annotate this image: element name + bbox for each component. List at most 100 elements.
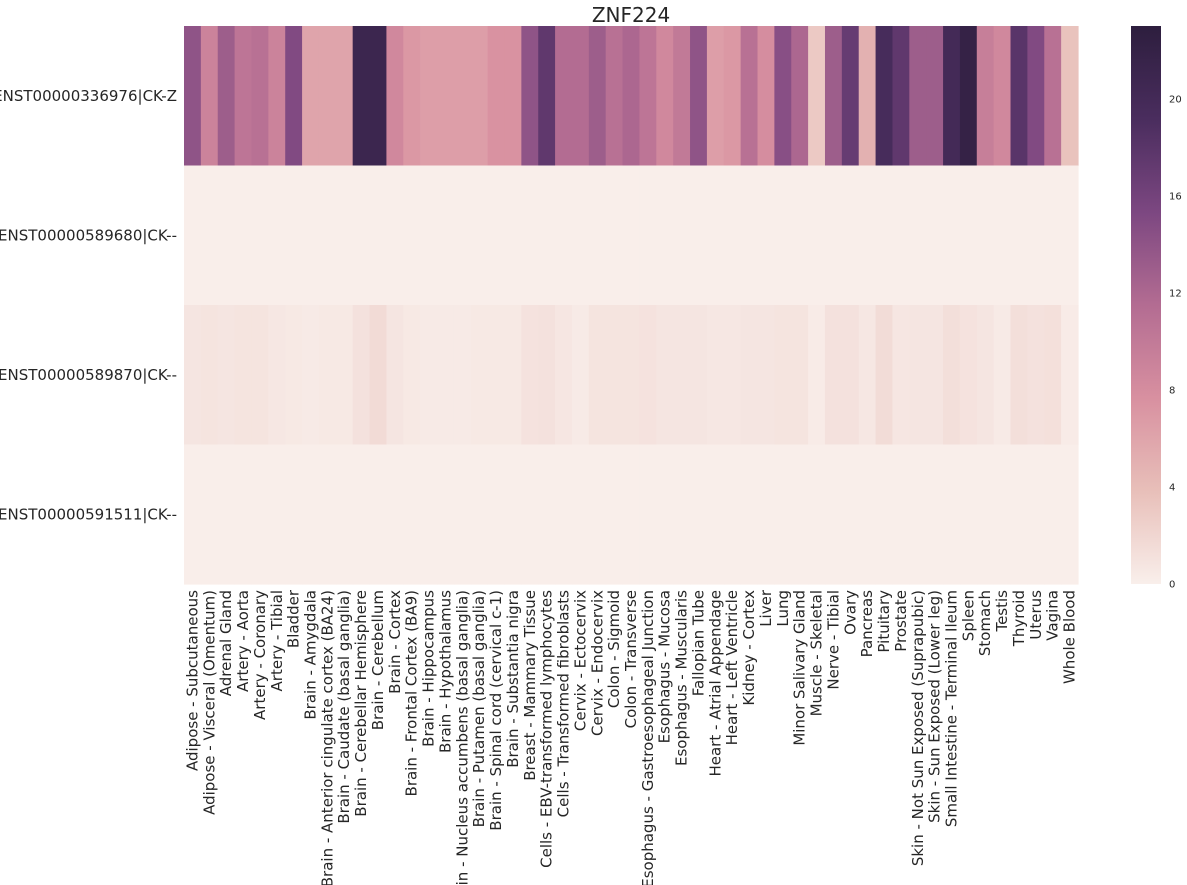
heatmap-cell [588,165,607,306]
heatmap-cell [352,165,371,306]
heatmap-cell [706,305,725,446]
heatmap-cell [386,165,404,306]
heatmap-cell [959,165,978,306]
column-label: Uterus [1027,590,1045,640]
heatmap-cell [470,444,489,585]
heatmap-cell [926,165,944,306]
heatmap-cell [791,444,809,585]
heatmap-cell [605,305,624,446]
heatmap-cell [504,305,522,446]
heatmap-cell [251,444,269,585]
heatmap-cell [774,305,792,446]
heatmap-cell [386,305,404,446]
heatmap-cell [959,444,978,585]
column-label: Spleen [959,590,977,641]
heatmap-cell [723,165,742,306]
heatmap-cells [184,26,1079,585]
heatmap-cell [555,305,573,446]
heatmap-cell [352,305,371,446]
heatmap-cell [555,444,573,585]
heatmap-cell [200,26,219,167]
heatmap-cell [774,444,792,585]
heatmap-cell [690,305,708,446]
heatmap-cell [673,165,691,306]
column-label: Brain - Putamen (basal ganglia) [470,590,488,827]
column-label: Brain - Substantia nigra [504,590,522,768]
heatmap-cell [403,165,421,306]
heatmap-cell [200,305,219,446]
column-label: Pancreas [858,590,876,658]
column-label: Esophagus - Gastroesophageal Junction [639,590,657,885]
column-label: Brain - Cerebellum [369,590,387,730]
heatmap-cell [420,444,438,585]
heatmap-cell [706,165,725,306]
column-label: Stomach [976,590,994,656]
heatmap-cell [487,165,506,306]
row-label: ENST00000336976|CK-Z [0,87,177,105]
heatmap-cell [538,26,556,167]
heatmap-cell [200,165,219,306]
heatmap-cell [673,26,691,167]
heatmap-cell [824,444,843,585]
heatmap-cell [740,444,759,585]
heatmap-cell [808,165,826,306]
heatmap-cell [639,444,657,585]
heatmap-cell [656,444,674,585]
heatmap-cell [571,26,590,167]
heatmap-cell [538,444,556,585]
column-label: Breast - Mammary Tissue [521,590,539,781]
heatmap-cell [555,26,573,167]
column-label: Brain - Frontal Cortex (BA9) [403,590,421,796]
heatmap-cell [824,26,843,167]
heatmap-cell [723,26,742,167]
heatmap-cell [453,444,472,585]
heatmap-cell [1010,305,1028,446]
heatmap-cell [690,26,708,167]
column-label: Ovary [841,590,859,635]
heatmap-cell [943,305,961,446]
heatmap-cell [386,26,404,167]
colorbar-tick-label: 16 [1169,191,1182,202]
heatmap-cell [437,444,455,585]
heatmap-cell [639,26,657,167]
heatmap-cell [858,26,877,167]
heatmap-cell [538,305,556,446]
heatmap-cell [1044,165,1062,306]
column-label: Colon - Sigmoid [605,590,623,708]
heatmap-cell [605,444,624,585]
heatmap-cell [892,165,910,306]
colorbar [1131,26,1161,584]
heatmap-cell [352,444,371,585]
heatmap-cell [706,26,725,167]
heatmap-cell [622,26,641,167]
heatmap-cell [437,165,455,306]
heatmap-cell [824,305,843,446]
heatmap-cell [656,305,674,446]
column-label: Brain - Caudate (basal ganglia) [335,590,353,824]
heatmap-cell [1027,305,1045,446]
heatmap-cell [268,26,286,167]
heatmap-cell [234,165,253,306]
heatmap-cell [993,444,1012,585]
heatmap-cell [875,165,894,306]
heatmap-cell [184,444,202,585]
column-label: Testis [993,590,1011,633]
heatmap-cell [791,165,809,306]
heatmap-cell [858,165,877,306]
column-label: Nerve - Tibial [824,590,842,690]
column-label: Brain - Cerebellar Hemisphere [352,590,370,817]
heatmap-cell [571,305,590,446]
heatmap-cell [420,26,438,167]
heatmap-cell [757,26,775,167]
heatmap-cell [302,165,320,306]
heatmap-cell [234,444,253,585]
column-label: Muscle - Skeletal [808,590,826,716]
column-label: Esophagus - Mucosa [656,590,674,743]
column-label: Pituitary [875,590,893,653]
heatmap-cell [184,26,202,167]
colorbar-tick-label: 8 [1169,385,1175,396]
heatmap-cell [841,444,860,585]
row-label: ENST00000591511|CK-- [0,505,177,523]
heatmap-cell [892,26,910,167]
heatmap-cell [1061,26,1079,167]
